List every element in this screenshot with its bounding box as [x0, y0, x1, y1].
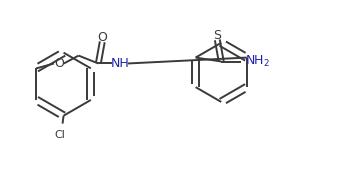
Text: NH$_2$: NH$_2$ [245, 54, 270, 69]
Text: O: O [54, 57, 64, 70]
Text: NH: NH [111, 57, 129, 70]
Text: O: O [97, 31, 107, 44]
Text: Cl: Cl [54, 130, 65, 140]
Text: S: S [213, 29, 221, 42]
